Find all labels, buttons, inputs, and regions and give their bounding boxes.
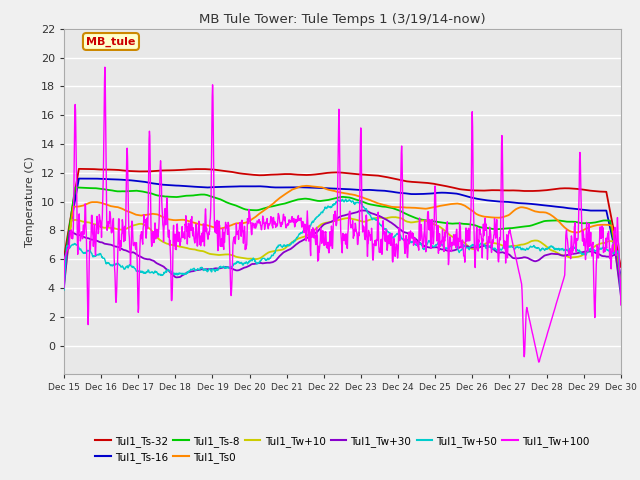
Tul1_Ts-8: [617, 278, 625, 284]
Tul1_Ts-16: [308, 185, 316, 191]
Tul1_Ts-8: [297, 196, 305, 202]
Tul1_Tw+30: [103, 241, 111, 247]
Tul1_Tw+100: [104, 222, 111, 228]
Tul1_Tw+10: [388, 214, 396, 220]
Tul1_Tw+30: [296, 239, 304, 244]
Tul1_Tw+10: [126, 224, 134, 230]
Tul1_Tw+50: [308, 219, 316, 225]
Tul1_Tw+30: [359, 207, 367, 213]
Tul1_Ts-32: [297, 172, 305, 178]
Tul1_Tw+50: [378, 223, 385, 228]
Tul1_Ts-8: [308, 197, 316, 203]
Tul1_Ts-32: [104, 167, 111, 172]
Tul1_Tw+50: [103, 260, 111, 265]
Tul1_Ts-16: [126, 178, 134, 183]
Tul1_Tw+50: [296, 230, 304, 236]
Tul1_Ts-32: [75, 166, 83, 172]
Line: Tul1_Tw+100: Tul1_Tw+100: [64, 67, 621, 362]
Tul1_Tw+100: [60, 285, 68, 290]
Tul1_Ts-8: [126, 188, 134, 194]
Tul1_Tw+100: [617, 302, 625, 308]
Line: Tul1_Ts-8: Tul1_Ts-8: [64, 187, 621, 281]
Tul1_Ts-32: [308, 172, 316, 178]
Tul1_Ts-16: [318, 185, 326, 191]
Tul1_Tw+100: [535, 359, 543, 365]
Tul1_Tw+100: [126, 249, 134, 255]
Tul1_Ts0: [378, 202, 385, 207]
Tul1_Ts0: [126, 209, 134, 215]
Tul1_Tw+100: [101, 64, 109, 70]
Tul1_Ts0: [303, 183, 311, 189]
Tul1_Ts-32: [126, 168, 134, 174]
Tul1_Tw+10: [103, 225, 111, 230]
Line: Tul1_Ts-32: Tul1_Ts-32: [64, 169, 621, 267]
Title: MB Tule Tower: Tule Temps 1 (3/19/14-now): MB Tule Tower: Tule Temps 1 (3/19/14-now…: [199, 13, 486, 26]
Tul1_Ts-16: [60, 260, 68, 265]
Tul1_Tw+100: [297, 216, 305, 222]
Tul1_Tw+50: [60, 287, 68, 293]
Tul1_Tw+100: [308, 234, 316, 240]
Tul1_Tw+100: [378, 236, 385, 242]
Tul1_Tw+50: [318, 209, 326, 215]
Tul1_Ts0: [60, 273, 68, 279]
Tul1_Ts0: [308, 183, 316, 189]
Tul1_Tw+30: [318, 224, 326, 229]
Legend: Tul1_Ts-32, Tul1_Ts-16, Tul1_Ts-8, Tul1_Ts0, Tul1_Tw+10, Tul1_Tw+30, Tul1_Tw+50,: Tul1_Ts-32, Tul1_Ts-16, Tul1_Ts-8, Tul1_…: [91, 432, 594, 467]
Tul1_Tw+30: [60, 284, 68, 290]
Line: Tul1_Ts-16: Tul1_Ts-16: [64, 179, 621, 276]
Tul1_Ts-32: [378, 173, 385, 179]
Tul1_Ts-8: [378, 204, 385, 209]
Tul1_Tw+30: [617, 292, 625, 298]
Tul1_Tw+10: [296, 235, 304, 240]
Tul1_Ts-8: [60, 264, 68, 269]
Tul1_Tw+30: [308, 232, 316, 238]
Tul1_Ts-16: [75, 176, 83, 181]
Tul1_Ts-16: [104, 176, 111, 182]
Tul1_Ts0: [296, 184, 304, 190]
Tul1_Ts-32: [60, 254, 68, 260]
Tul1_Tw+10: [308, 229, 316, 235]
Tul1_Tw+50: [126, 262, 134, 268]
Tul1_Tw+30: [378, 214, 385, 220]
Tul1_Ts-16: [297, 184, 305, 190]
Tul1_Tw+50: [617, 293, 625, 299]
Line: Tul1_Tw+10: Tul1_Tw+10: [64, 217, 621, 291]
Tul1_Tw+10: [318, 221, 326, 227]
Tul1_Ts-8: [73, 184, 81, 190]
Tul1_Ts-32: [617, 264, 625, 270]
Tul1_Ts0: [617, 281, 625, 287]
Tul1_Tw+30: [126, 250, 134, 255]
Line: Tul1_Tw+30: Tul1_Tw+30: [64, 210, 621, 295]
Tul1_Ts-8: [104, 187, 111, 192]
Tul1_Ts-16: [378, 188, 385, 193]
Tul1_Ts0: [103, 202, 111, 208]
Tul1_Tw+10: [617, 288, 625, 294]
Tul1_Tw+10: [60, 281, 68, 287]
Tul1_Ts-32: [318, 171, 326, 177]
Tul1_Ts-16: [617, 273, 625, 279]
Line: Tul1_Ts0: Tul1_Ts0: [64, 186, 621, 284]
Line: Tul1_Tw+50: Tul1_Tw+50: [64, 199, 621, 296]
Tul1_Ts0: [318, 184, 326, 190]
Tul1_Tw+50: [342, 196, 350, 202]
Tul1_Tw+100: [318, 230, 326, 236]
Text: MB_tule: MB_tule: [86, 36, 136, 47]
Tul1_Ts-8: [318, 198, 326, 204]
Y-axis label: Temperature (C): Temperature (C): [25, 156, 35, 247]
Tul1_Tw+10: [377, 215, 385, 221]
